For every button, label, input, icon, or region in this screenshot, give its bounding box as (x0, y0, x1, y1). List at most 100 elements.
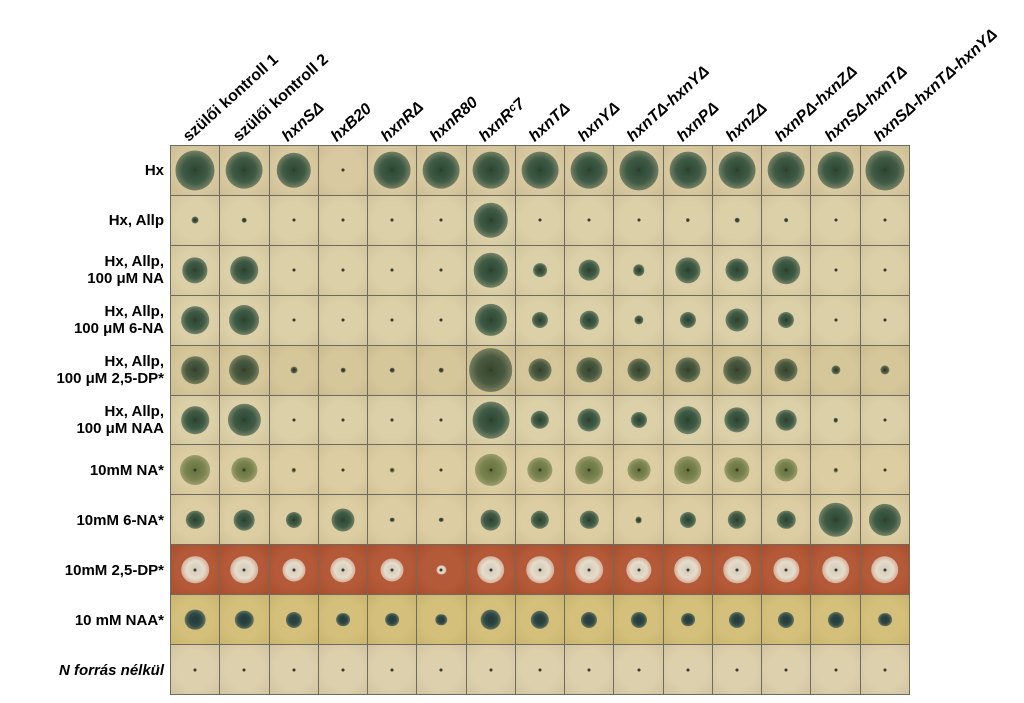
row-header-line: 10mM 2,5-DP* (64, 561, 164, 579)
row-header-line: Hx, Allp (108, 211, 164, 229)
plate-well (417, 545, 466, 595)
inoculation-point (834, 568, 838, 572)
inoculation-point (686, 668, 690, 672)
inoculation-point (735, 218, 739, 222)
inoculation-point (292, 168, 296, 172)
inoculation-point (439, 568, 443, 572)
inoculation-point (390, 218, 394, 222)
plate-well (318, 645, 368, 694)
inoculation-point (637, 268, 641, 272)
inoculation-point (883, 418, 887, 422)
plate-well (417, 146, 466, 195)
inoculation-point (587, 218, 591, 222)
inoculation-point (242, 318, 246, 322)
inoculation-point (242, 168, 246, 172)
row-header-line: 100 μM 6-NA (73, 320, 164, 337)
inoculation-point (883, 568, 887, 572)
plate-well (318, 445, 368, 495)
plate-well (762, 595, 811, 645)
plate-well (712, 345, 762, 395)
plate-well (762, 146, 811, 195)
inoculation-point (193, 368, 197, 372)
plate-well (762, 645, 811, 694)
plate-well (269, 495, 318, 545)
plate-well (220, 495, 269, 545)
plate-well (466, 445, 515, 495)
plate-well (466, 395, 515, 445)
plate-well (811, 595, 860, 645)
inoculation-point (784, 268, 788, 272)
inoculation-point (834, 518, 838, 522)
inoculation-point (439, 318, 443, 322)
inoculation-point (784, 168, 788, 172)
inoculation-point (735, 568, 739, 572)
plate-well (515, 195, 565, 245)
plate-well (171, 495, 220, 545)
inoculation-point (193, 668, 197, 672)
plate-well (318, 595, 368, 645)
inoculation-point (341, 618, 345, 622)
inoculation-point (439, 268, 443, 272)
inoculation-point (341, 168, 345, 172)
inoculation-point (193, 618, 197, 622)
plate-well (860, 245, 909, 295)
inoculation-point (686, 518, 690, 522)
row-header-line: Hx, Allp, (104, 253, 164, 270)
plate-well (565, 545, 614, 595)
plate-well (663, 595, 712, 645)
plate-well (368, 146, 417, 195)
inoculation-point (637, 618, 641, 622)
inoculation-point (390, 268, 394, 272)
plate-well (860, 595, 909, 645)
inoculation-point (489, 418, 493, 422)
inoculation-point (784, 318, 788, 322)
inoculation-point (637, 218, 641, 222)
plate-well (712, 545, 762, 595)
inoculation-point (784, 218, 788, 222)
plate-well (515, 345, 565, 395)
inoculation-point (883, 318, 887, 322)
inoculation-point (637, 518, 641, 522)
plate-well (515, 495, 565, 545)
inoculation-point (390, 518, 394, 522)
inoculation-point (390, 668, 394, 672)
inoculation-point (390, 368, 394, 372)
plate-well (171, 395, 220, 445)
inoculation-point (883, 268, 887, 272)
inoculation-point (784, 568, 788, 572)
inoculation-point (883, 218, 887, 222)
inoculation-point (587, 468, 591, 472)
inoculation-point (735, 318, 739, 322)
inoculation-point (735, 668, 739, 672)
inoculation-point (587, 418, 591, 422)
plate-well (220, 645, 269, 694)
inoculation-point (637, 318, 641, 322)
plate-well (466, 245, 515, 295)
inoculation-point (439, 368, 443, 372)
inoculation-point (292, 318, 296, 322)
inoculation-point (686, 568, 690, 572)
plate-well (614, 545, 663, 595)
column-header-6: hxnR80 (426, 93, 482, 146)
inoculation-point (242, 468, 246, 472)
plate-well (171, 295, 220, 345)
plate-well (171, 595, 220, 645)
inoculation-point (242, 668, 246, 672)
plate-well (762, 545, 811, 595)
plate-well (171, 545, 220, 595)
inoculation-point (489, 568, 493, 572)
inoculation-point (292, 618, 296, 622)
inoculation-point (686, 218, 690, 222)
plate-well (811, 645, 860, 694)
inoculation-point (292, 668, 296, 672)
plate-well (220, 295, 269, 345)
inoculation-point (439, 468, 443, 472)
inoculation-point (587, 368, 591, 372)
inoculation-point (439, 218, 443, 222)
inoculation-point (686, 418, 690, 422)
plate-well (515, 545, 565, 595)
plate-well (565, 195, 614, 245)
inoculation-point (834, 618, 838, 622)
plate-well (171, 245, 220, 295)
plate-well (515, 245, 565, 295)
